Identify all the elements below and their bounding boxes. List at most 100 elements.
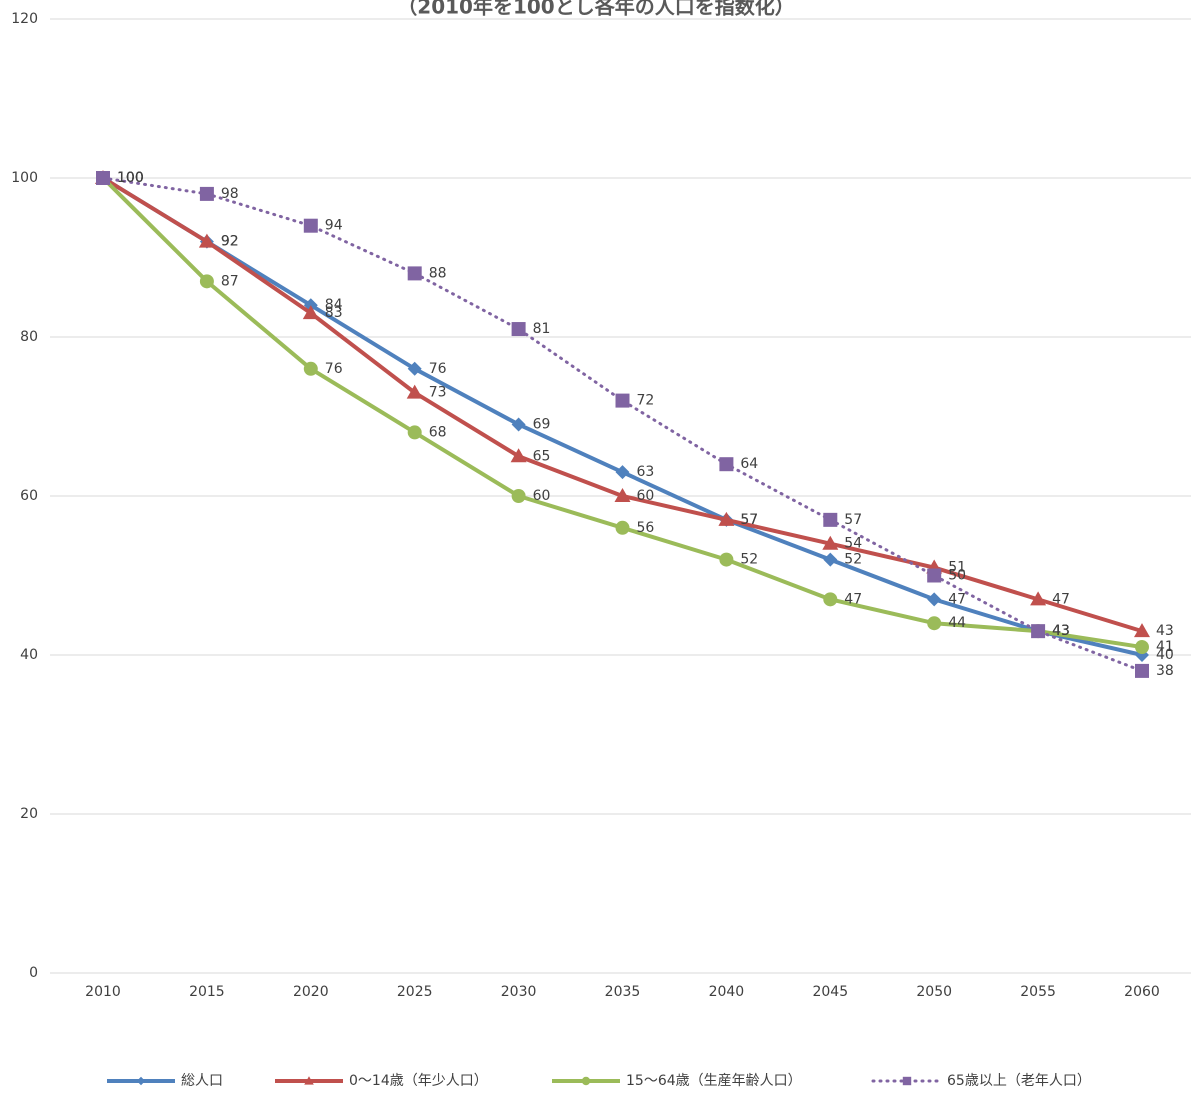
data-point [511,322,526,337]
x-tick-label: 2025 [397,984,433,1000]
data-point [1134,623,1150,638]
data-label: 44 [948,615,966,631]
data-point [407,361,422,376]
data-label: 64 [740,456,758,472]
legend-label: 総人口 [181,1073,223,1089]
data-label: 51 [948,560,966,576]
data-label: 41 [1156,639,1174,655]
x-tick-label: 2045 [812,984,848,1000]
data-point [1135,640,1149,655]
series-line [101,176,1144,673]
x-tick-label: 2010 [85,984,121,1000]
data-point [303,361,318,376]
data-label: 60 [533,488,551,504]
y-tick-label: 120 [11,11,38,27]
data-label: 88 [429,265,447,281]
data-label: 72 [637,393,655,409]
data-point [823,592,838,607]
data-point [198,233,215,248]
data-label: 69 [533,416,551,432]
data-point [822,535,839,550]
legend-marker [581,1076,591,1086]
data-label: 57 [740,512,758,528]
legend-label: 15～64歳（生産年齢人口） [626,1073,802,1089]
data-label: 83 [325,305,343,321]
legend-marker [304,1076,314,1085]
data-label: 65 [533,448,551,464]
data-point [615,393,630,408]
data-point [302,305,319,320]
data-label: 76 [325,361,343,377]
y-tick-label: 100 [11,170,38,186]
data-label: 56 [637,520,655,536]
data-label: 92 [221,234,239,250]
data-label: 94 [325,218,343,234]
data-label: 73 [429,385,447,401]
data-label: 57 [844,512,862,528]
data-label: 100 [117,170,144,186]
data-label: 98 [221,186,239,202]
y-tick-label: 80 [20,329,38,345]
x-tick-label: 2055 [1020,984,1056,1000]
legend-label: 0～14歳（年少人口） [349,1073,488,1089]
data-point [823,512,838,527]
data-label: 60 [637,488,655,504]
data-point [718,511,735,526]
x-tick-label: 2050 [916,984,952,1000]
y-tick-label: 40 [20,647,38,663]
data-label: 52 [740,552,758,568]
data-label: 52 [844,552,862,568]
data-label: 43 [1052,623,1070,639]
x-tick-label: 2015 [189,984,225,1000]
x-tick-label: 2035 [605,984,641,1000]
x-tick-label: 2060 [1124,984,1160,1000]
data-label: 76 [429,361,447,377]
data-point [1135,663,1149,678]
data-point [927,568,942,583]
data-point [1030,591,1047,606]
data-point [719,457,734,472]
data-label: 63 [637,464,655,480]
y-tick-label: 60 [20,488,38,504]
chart-title: （2010年を100とし各年の人口を指数化） [397,0,794,19]
data-point [511,417,526,432]
data-point [614,488,631,502]
data-label: 47 [948,591,966,607]
series-line [101,176,1143,650]
data-point [407,266,422,281]
data-label: 84 [325,297,343,313]
y-tick-label: 0 [29,965,38,981]
x-tick-label: 2040 [709,984,745,1000]
data-point [1031,624,1046,639]
data-point [199,186,214,201]
data-point [615,465,630,480]
data-point [615,520,630,535]
y-tick-label: 20 [20,806,38,822]
data-point [96,171,110,185]
data-label: 43 [1052,623,1070,639]
data-label: 92 [221,234,239,250]
data-point [303,218,318,233]
data-label: 68 [429,424,447,440]
data-label: 43 [1156,623,1174,639]
data-label: 87 [221,273,239,289]
data-point [927,592,942,607]
data-point [406,384,423,399]
data-point [719,552,734,567]
data-point [927,616,942,631]
data-label: 40 [1156,647,1174,663]
legend-label: 65歳以上（老年人口） [947,1073,1091,1089]
data-point [511,489,526,503]
data-point [199,274,214,289]
legend-marker [902,1076,912,1086]
data-point [510,448,527,463]
data-label: 47 [1052,591,1070,607]
data-point [823,552,838,567]
x-tick-label: 2030 [501,984,537,1000]
data-label: 38 [1156,663,1174,679]
data-label: 50 [948,568,966,584]
data-label: 54 [844,536,862,552]
data-label: 47 [844,591,862,607]
